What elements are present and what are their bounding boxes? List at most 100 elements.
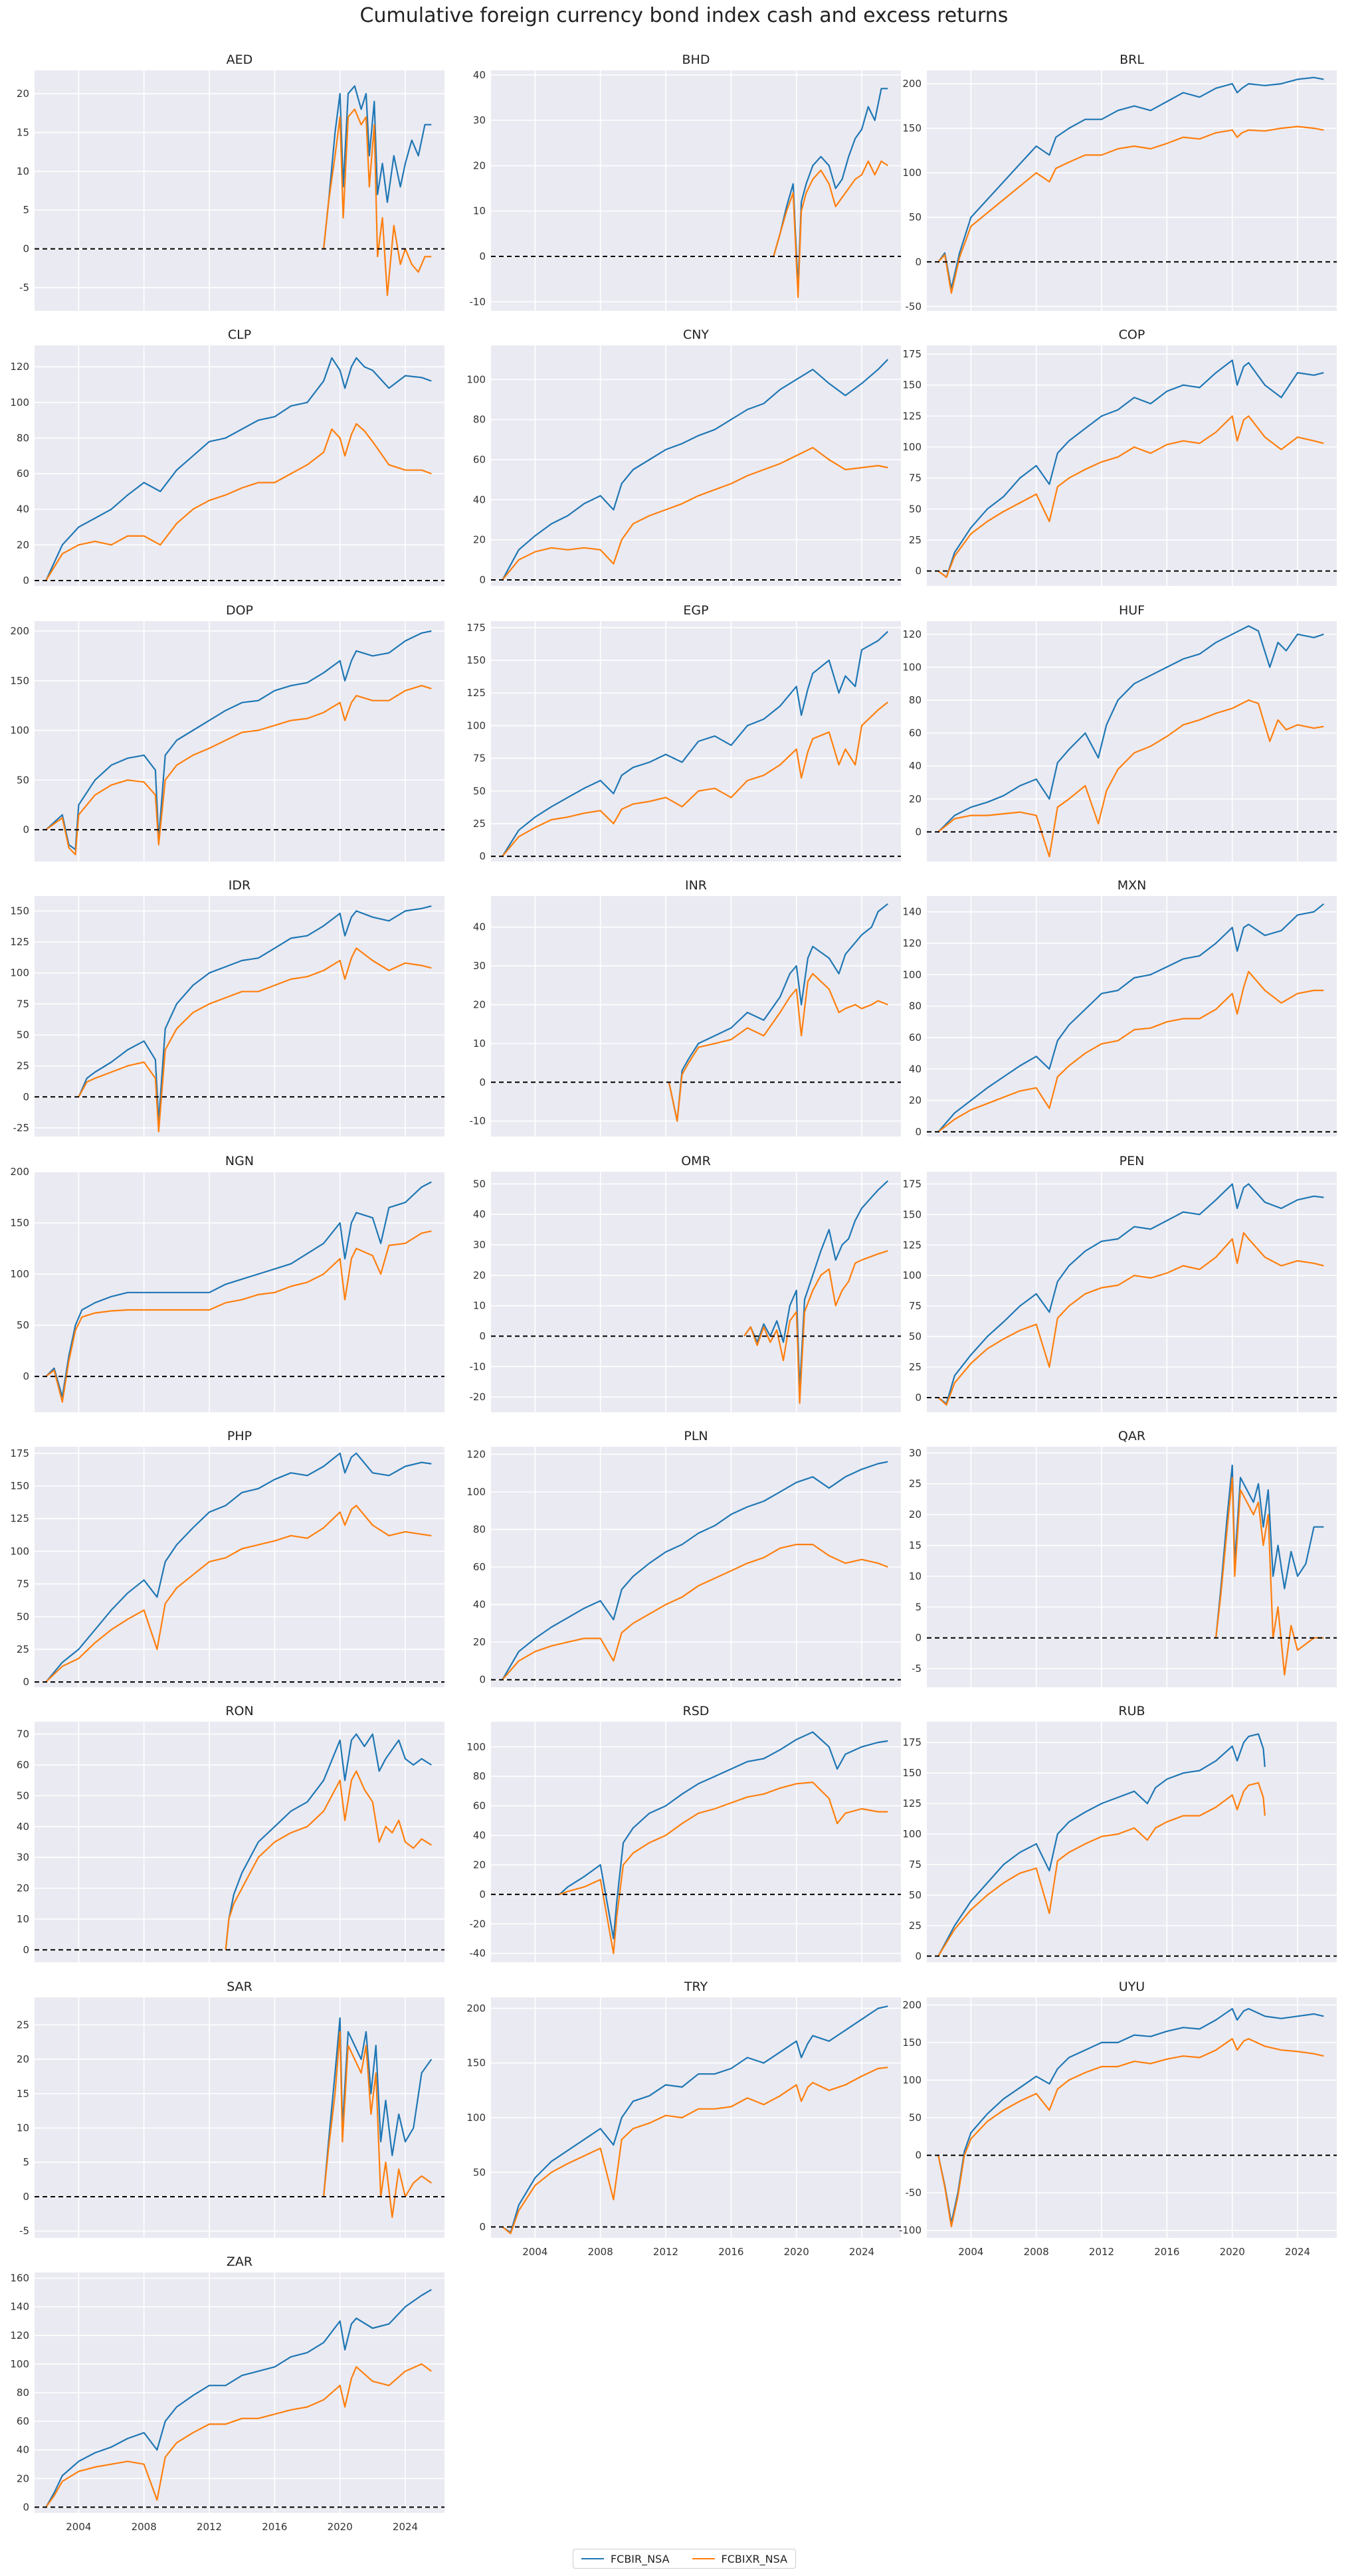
y-tick-label: 0 bbox=[915, 1632, 922, 1644]
y-tick-label: 50 bbox=[17, 1319, 29, 1331]
panel-omr: -20 -10 0 10 20 30 40 50 OMR bbox=[470, 1154, 901, 1412]
x-tick-label: 2008 bbox=[1024, 2246, 1049, 2258]
y-tick-label: 0 bbox=[479, 1330, 486, 1342]
y-tick-label: 60 bbox=[473, 454, 486, 466]
y-tick-label: 60 bbox=[909, 1032, 922, 1044]
panel-background bbox=[35, 345, 444, 586]
panel-background bbox=[35, 70, 444, 311]
x-tick-label: 2020 bbox=[328, 2521, 353, 2533]
y-tick-label: 125 bbox=[10, 1513, 29, 1524]
panel-title: RSD bbox=[683, 1704, 710, 1718]
panel-inr: -10 0 10 20 30 40 INR bbox=[470, 878, 901, 1137]
panel-background bbox=[35, 896, 444, 1137]
series-line-fcbir-nsa bbox=[45, 630, 432, 851]
y-tick-label: 25 bbox=[909, 1478, 922, 1490]
series-line-fcbixr-nsa bbox=[937, 2038, 1324, 2228]
y-tick-label: -5 bbox=[19, 2225, 29, 2237]
y-tick-label: 75 bbox=[909, 472, 922, 484]
y-tick-label: 0 bbox=[479, 250, 486, 262]
y-tick-label: 20 bbox=[17, 2472, 29, 2484]
panel-mxn: 0 20 40 60 80 100 120 140 MXN bbox=[902, 878, 1337, 1138]
y-tick-label: 200 bbox=[466, 2002, 486, 2014]
y-tick-label: 120 bbox=[466, 1448, 486, 1460]
y-tick-label: 150 bbox=[10, 675, 29, 687]
y-tick-label: 0 bbox=[23, 1370, 29, 1382]
series-line-fcbir-nsa bbox=[937, 1733, 1266, 1957]
series-line-fcbir-nsa bbox=[937, 359, 1324, 578]
legend-swatch-fcbir bbox=[581, 2558, 604, 2559]
y-tick-label: 60 bbox=[473, 1561, 486, 1573]
panel-background bbox=[35, 1447, 444, 1687]
y-tick-label: 80 bbox=[909, 694, 922, 706]
y-tick-label: 50 bbox=[473, 1178, 486, 1190]
series-line-fcbir-nsa bbox=[45, 1452, 432, 1683]
y-tick-label: 200 bbox=[902, 78, 922, 90]
y-tick-label: 175 bbox=[902, 1178, 922, 1190]
y-tick-label: -20 bbox=[470, 1391, 486, 1403]
y-tick-label: 15 bbox=[17, 126, 29, 138]
panel-background bbox=[491, 896, 901, 1137]
panel-brl: -50 0 50 100 150 200 BRL bbox=[902, 52, 1337, 312]
y-tick-label: 15 bbox=[17, 2088, 29, 2100]
y-tick-label: 20 bbox=[473, 1636, 486, 1648]
y-tick-label: -5 bbox=[912, 1663, 922, 1675]
y-tick-label: 100 bbox=[10, 725, 29, 737]
y-tick-label: 0 bbox=[915, 565, 922, 577]
series-line-fcbixr-nsa bbox=[45, 685, 432, 856]
y-tick-label: 0 bbox=[479, 574, 486, 586]
y-tick-label: 80 bbox=[17, 2387, 29, 2399]
series-line-fcbir-nsa bbox=[937, 1183, 1324, 1405]
panel-ron: 0 10 20 30 40 50 60 70 RON bbox=[17, 1704, 444, 1962]
series-line-fcbir-nsa bbox=[559, 1731, 888, 1940]
y-tick-label: 175 bbox=[902, 348, 922, 360]
series-line-fcbir-nsa bbox=[502, 1461, 888, 1681]
series-line-fcbixr-nsa bbox=[502, 2067, 888, 2235]
panel-background bbox=[927, 896, 1337, 1137]
y-tick-label: 10 bbox=[473, 1300, 486, 1312]
panel-title: INR bbox=[685, 878, 707, 893]
panel-php: 0 25 50 75 100 125 150 175 PHP bbox=[10, 1429, 444, 1688]
y-tick-label: 60 bbox=[17, 2415, 29, 2427]
panel-title: EGP bbox=[683, 603, 708, 618]
series-line-fcbir-nsa bbox=[743, 1180, 889, 1392]
panel-title: PLN bbox=[684, 1429, 708, 1443]
y-tick-label: 50 bbox=[17, 1029, 29, 1041]
y-tick-label: 150 bbox=[902, 122, 922, 134]
panel-title: UYU bbox=[1119, 1979, 1145, 1994]
y-tick-label: -25 bbox=[13, 1122, 30, 1134]
y-tick-label: 40 bbox=[909, 760, 922, 772]
series-line-fcbir-nsa bbox=[78, 905, 432, 1123]
y-tick-label: 20 bbox=[17, 539, 29, 551]
y-tick-label: 75 bbox=[17, 998, 29, 1010]
y-tick-label: 150 bbox=[902, 1767, 922, 1779]
y-tick-label: 125 bbox=[902, 1239, 922, 1251]
y-tick-label: 25 bbox=[17, 2019, 29, 2031]
x-tick-label: 2016 bbox=[718, 2246, 743, 2258]
series-line-fcbixr-nsa bbox=[937, 1782, 1266, 1957]
panel-background bbox=[927, 1172, 1337, 1412]
y-tick-label: 100 bbox=[10, 1268, 29, 1280]
y-tick-label: 40 bbox=[909, 1063, 922, 1075]
y-tick-label: 50 bbox=[909, 211, 922, 223]
series-line-fcbixr-nsa bbox=[559, 1782, 888, 1954]
y-tick-label: 100 bbox=[466, 719, 486, 731]
y-tick-label: 0 bbox=[23, 2191, 29, 2203]
y-tick-label: 0 bbox=[915, 256, 922, 268]
y-tick-label: 0 bbox=[915, 1126, 922, 1138]
panel-background bbox=[35, 621, 444, 862]
y-tick-label: 20 bbox=[473, 1859, 486, 1871]
y-tick-label: 50 bbox=[909, 1889, 922, 1901]
legend-label-fcbir: FCBIR_NSA bbox=[610, 2552, 670, 2565]
y-tick-label: 80 bbox=[17, 432, 29, 444]
y-tick-label: 10 bbox=[473, 1038, 486, 1050]
panel-title: CNY bbox=[683, 327, 709, 342]
y-tick-label: 20 bbox=[473, 998, 486, 1010]
y-tick-label: 160 bbox=[10, 2272, 29, 2284]
y-tick-label: 75 bbox=[909, 1300, 922, 1312]
series-line-fcbixr-nsa bbox=[323, 108, 432, 296]
panel-title: COP bbox=[1119, 327, 1145, 342]
panel-background bbox=[491, 1722, 901, 1962]
y-tick-label: 30 bbox=[473, 960, 486, 972]
y-tick-label: 20 bbox=[473, 159, 486, 171]
y-tick-label: 50 bbox=[17, 1611, 29, 1623]
